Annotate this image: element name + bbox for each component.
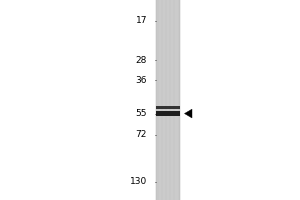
Bar [156, 111, 180, 116]
Text: 55: 55 [136, 109, 147, 118]
Text: 17: 17 [136, 16, 147, 25]
Text: 72: 72 [136, 130, 147, 139]
Bar [156, 106, 180, 109]
Text: 130: 130 [130, 177, 147, 186]
Polygon shape [184, 109, 192, 118]
Text: 28: 28 [136, 56, 147, 65]
Text: 36: 36 [136, 76, 147, 85]
Bar [156, 0, 180, 200]
